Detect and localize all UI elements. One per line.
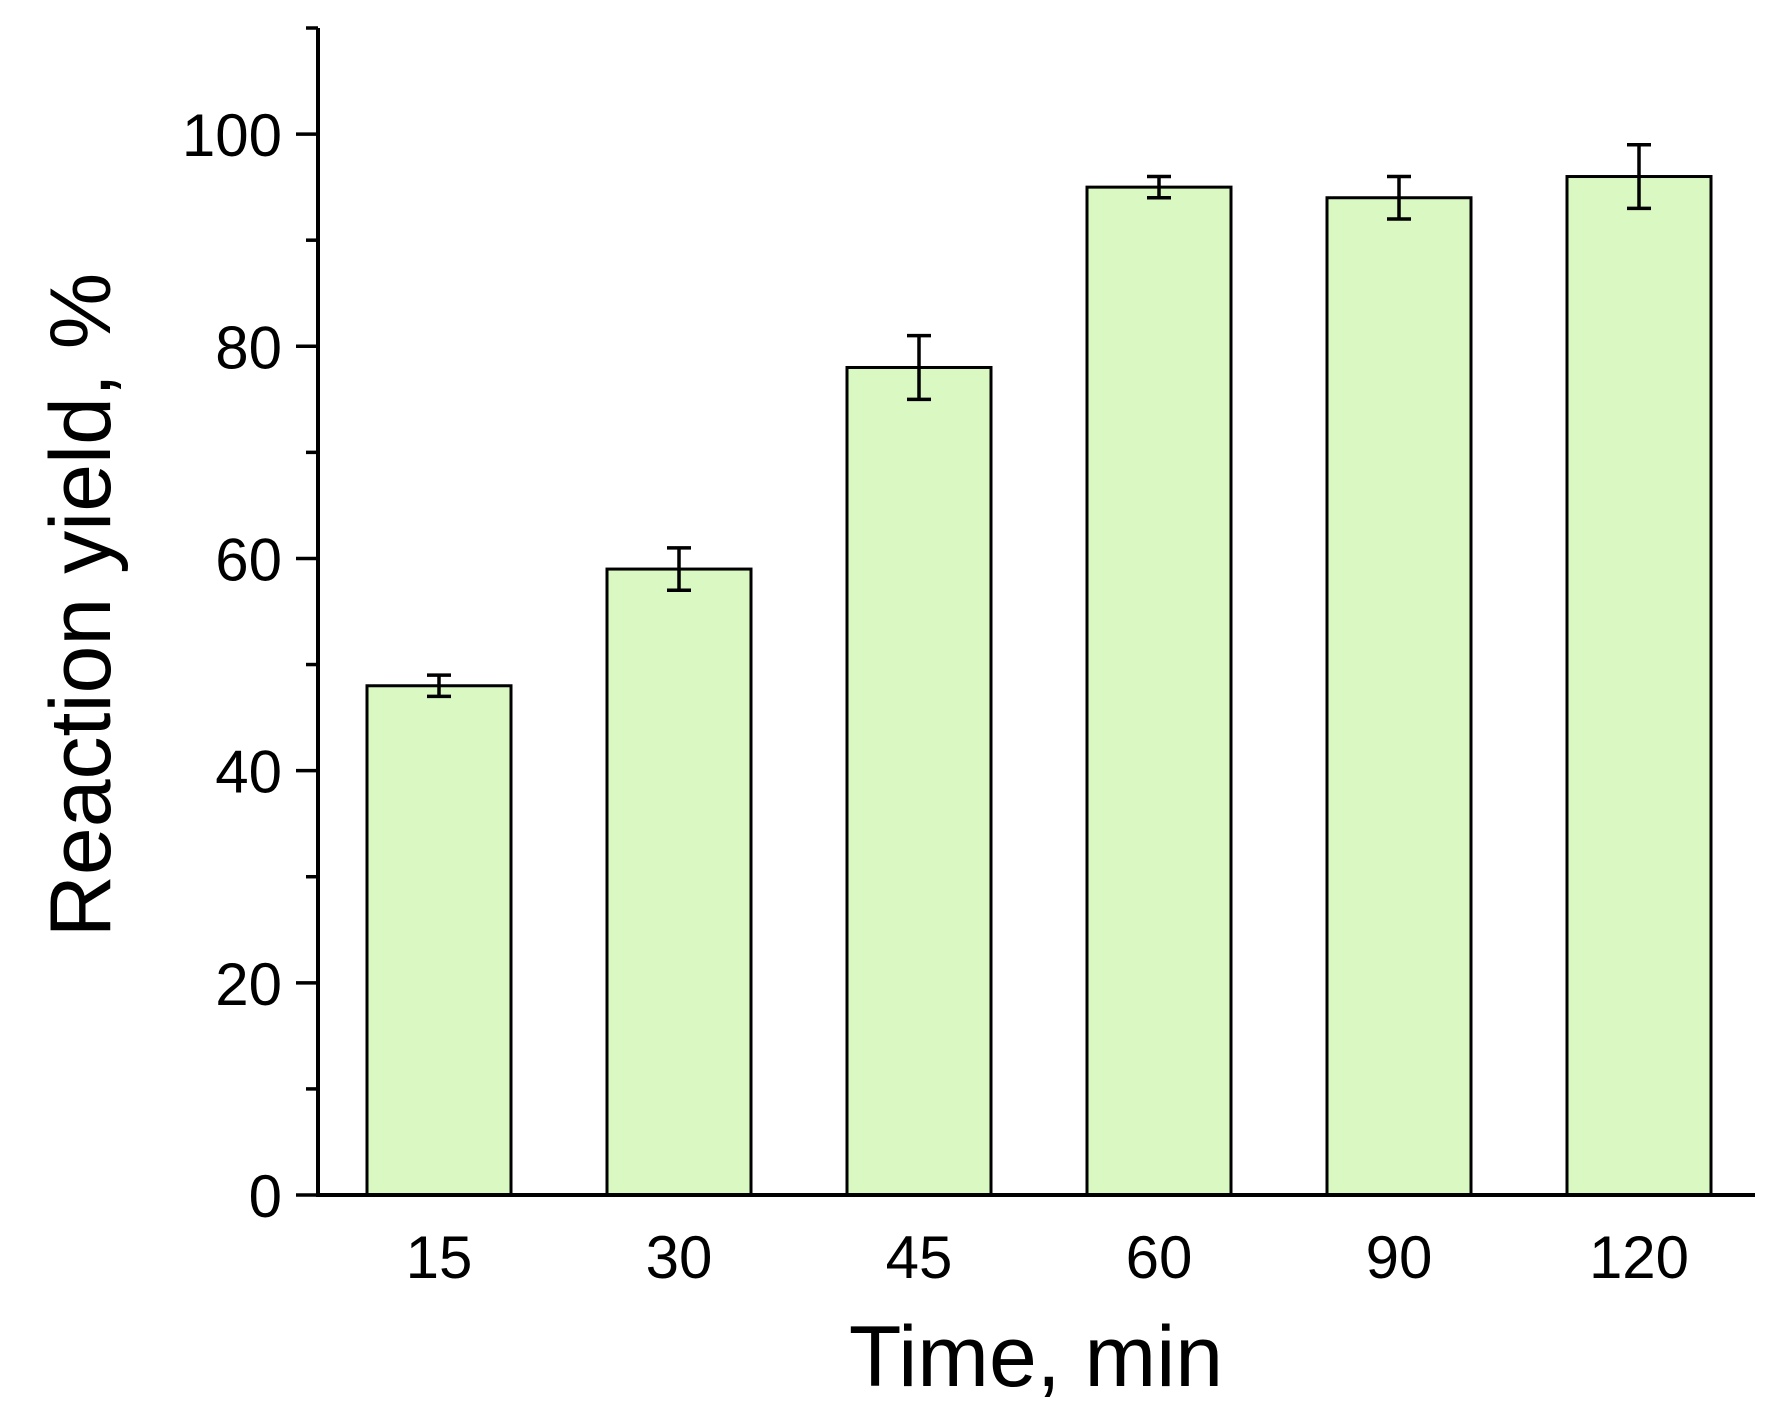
- error-bar-60: [1147, 174, 1171, 200]
- error-bar-90: [1387, 174, 1411, 221]
- bar-45: [845, 365, 993, 1197]
- y-tick-label: 20: [215, 951, 282, 1018]
- bar-90: [1325, 196, 1473, 1197]
- bar-15: [365, 684, 513, 1197]
- y-tick-label: 80: [215, 314, 282, 381]
- y-axis-title: Reaction yield, %: [33, 273, 129, 937]
- axes-layer: [316, 28, 1755, 1197]
- error-bars-layer: [427, 142, 1651, 699]
- y-ticks-layer: 0 20 40 60 80 100: [182, 26, 318, 1230]
- y-tick-label: 40: [215, 739, 282, 806]
- x-tick-label: 15: [406, 1224, 473, 1291]
- y-tick-label: 60: [215, 526, 282, 593]
- y-tick-label: 100: [182, 102, 282, 169]
- x-tick-label: 45: [886, 1224, 953, 1291]
- x-tick-label: 120: [1589, 1224, 1689, 1291]
- error-bar-15: [427, 673, 451, 699]
- bar-120: [1565, 175, 1713, 1197]
- x-ticks-layer: 15 30 45 60 90 120: [406, 1224, 1689, 1291]
- x-axis-title: Time, min: [849, 1309, 1223, 1405]
- bar-30: [605, 567, 753, 1197]
- x-tick-label: 30: [646, 1224, 713, 1291]
- x-tick-label: 60: [1126, 1224, 1193, 1291]
- x-tick-label: 90: [1366, 1224, 1433, 1291]
- error-bar-30: [667, 546, 691, 593]
- bar-60: [1085, 185, 1233, 1197]
- bars-layer: [365, 175, 1713, 1197]
- y-tick-label: 0: [249, 1163, 282, 1230]
- error-bar-45: [907, 333, 931, 402]
- error-bar-120: [1627, 142, 1651, 211]
